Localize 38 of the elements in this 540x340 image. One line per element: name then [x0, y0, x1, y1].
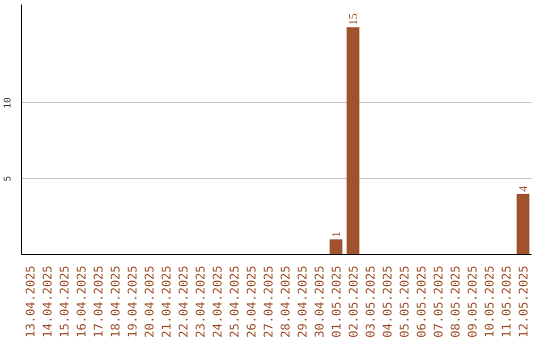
x-tick-label: 22.04.2025 [176, 265, 190, 338]
data-label: 15 [346, 13, 360, 26]
x-tick-label: 19.04.2025 [126, 265, 140, 338]
x-tick-label: 13.04.2025 [24, 265, 38, 338]
x-tick-label: 20.04.2025 [142, 265, 156, 338]
x-tick-label: 07.05.2025 [432, 265, 446, 338]
x-tick-label: 28.04.2025 [278, 265, 292, 338]
x-tick-label: 04.05.2025 [380, 265, 394, 338]
x-tick-label: 09.05.2025 [466, 265, 480, 338]
x-tick-label: 24.04.2025 [210, 265, 224, 338]
x-tick-label: 10.05.2025 [482, 265, 496, 338]
x-tick-label: 02.05.2025 [346, 265, 360, 338]
x-tick-label: 17.04.2025 [92, 265, 106, 338]
x-tick-label: 16.04.2025 [74, 265, 88, 338]
x-tick-label: 25.04.2025 [228, 265, 242, 338]
x-tick-label: 08.05.2025 [448, 265, 462, 338]
x-tick-label: 05.05.2025 [398, 265, 412, 338]
data-label: 4 [516, 186, 530, 192]
data-label: 1 [329, 231, 343, 238]
bar [516, 194, 530, 254]
y-tick-label: 5 [2, 176, 14, 182]
bar [330, 239, 342, 254]
x-tick-label: 18.04.2025 [108, 265, 122, 338]
x-tick-label: 14.04.2025 [40, 265, 54, 338]
x-tick-label: 21.04.2025 [160, 265, 174, 338]
x-tick-label: 27.04.2025 [262, 265, 276, 338]
x-tick-label: 12.05.2025 [516, 265, 530, 338]
x-tick-label: 30.04.2025 [312, 265, 326, 338]
x-tick-label: 26.04.2025 [244, 265, 258, 338]
x-tick-label: 11.05.2025 [500, 265, 514, 338]
x-tick-label: 01.05.2025 [330, 265, 344, 338]
bar [346, 27, 360, 254]
y-tick-label: 10 [2, 96, 14, 109]
x-tick-label: 29.04.2025 [296, 265, 310, 338]
x-tick-label: 23.04.2025 [194, 265, 208, 338]
x-tick-label: 03.05.2025 [364, 265, 378, 338]
x-tick-label: 15.04.2025 [58, 265, 72, 338]
x-tick-label: 06.05.2025 [414, 265, 428, 338]
